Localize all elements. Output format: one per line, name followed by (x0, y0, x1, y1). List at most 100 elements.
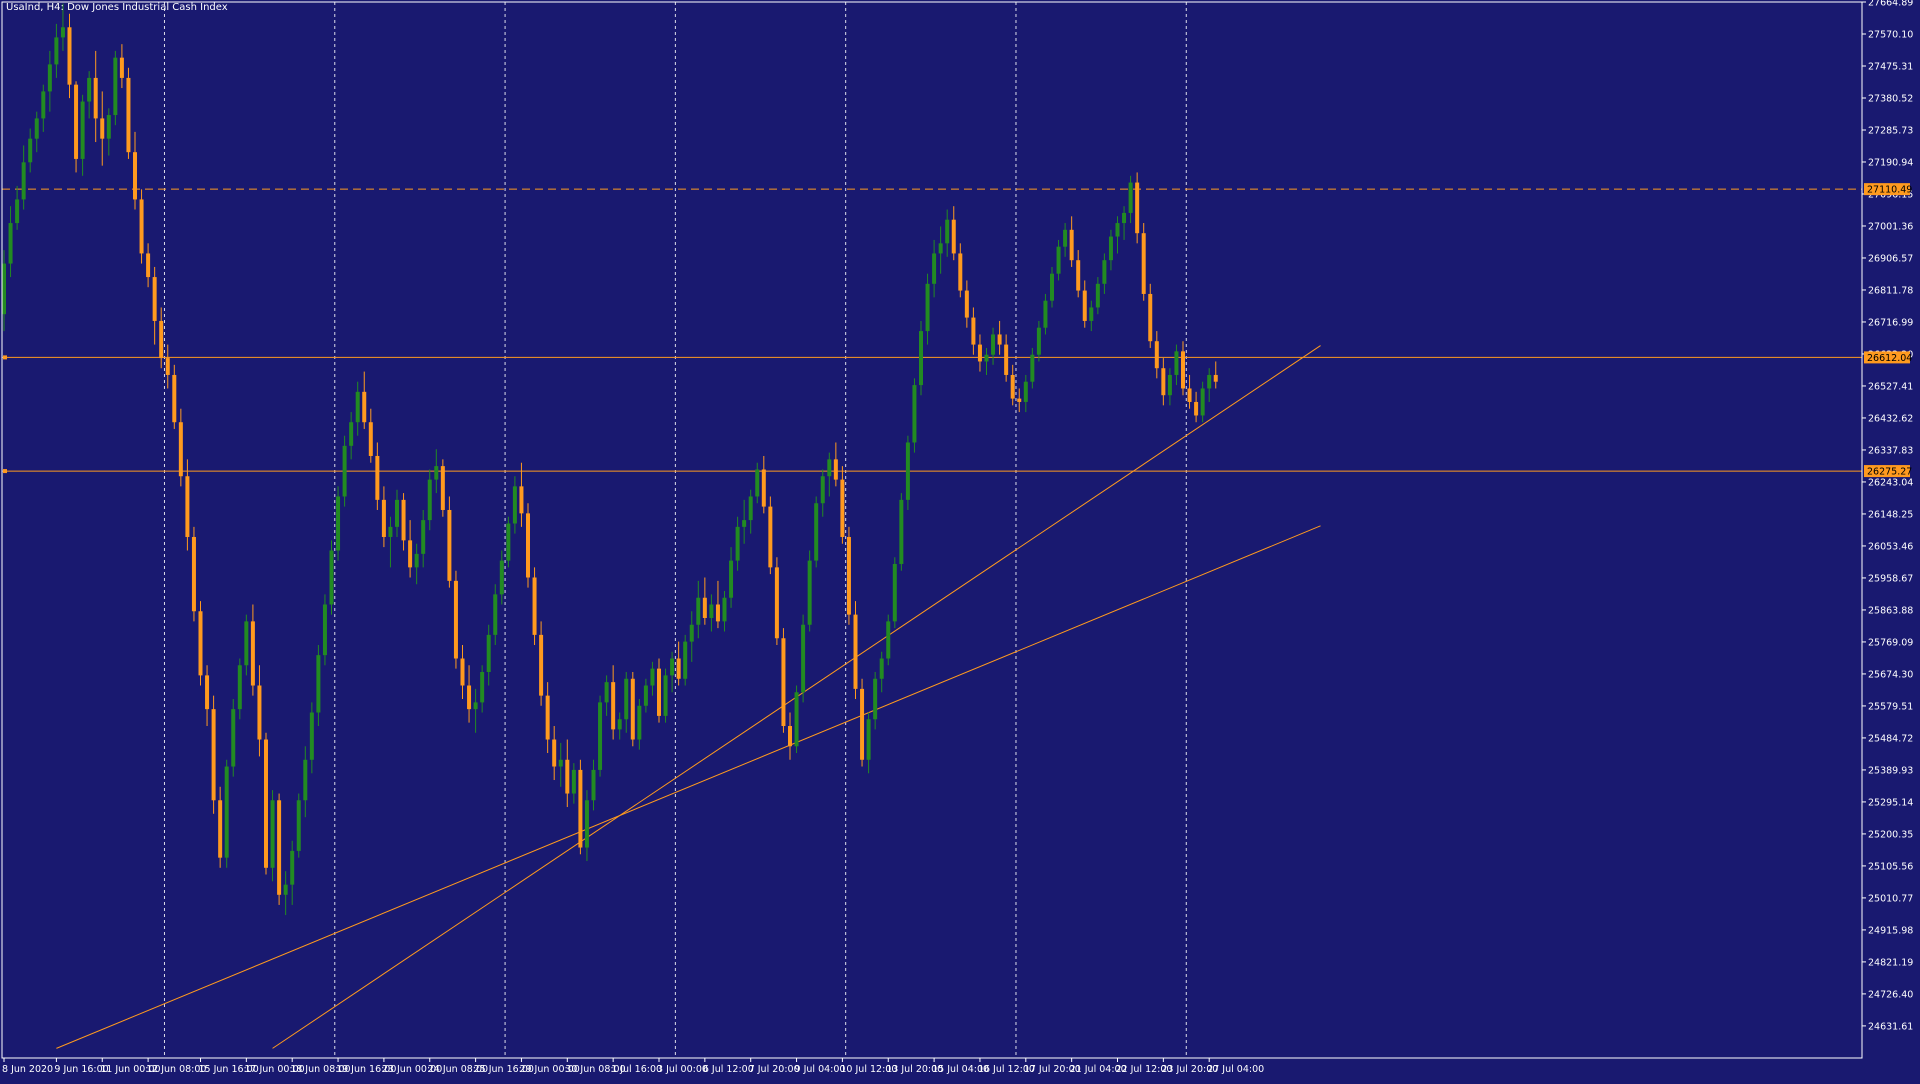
price-label-text: 26275.27 (1867, 467, 1912, 478)
candle-body (460, 658, 465, 686)
candle-body (198, 611, 203, 676)
candle-body (735, 526, 740, 561)
candle-body (545, 695, 550, 740)
candle-body (54, 37, 59, 65)
candle-body (617, 719, 622, 730)
candle-body (742, 520, 747, 527)
candle-body (991, 334, 996, 355)
candle-body (539, 634, 544, 696)
x-tick-label: 1 Jul 16:00 (611, 1064, 662, 1075)
x-tick-label: 6 Jul 12:00 (703, 1064, 754, 1075)
candle-body (892, 563, 897, 622)
candle-body (1089, 307, 1094, 321)
candle-body (395, 499, 399, 527)
candle-body (427, 479, 432, 521)
y-tick-label: 25674.30 (1868, 669, 1913, 680)
grid-layer (163, 2, 1187, 1058)
candle-body (126, 77, 131, 153)
x-tick-label: 29 Jun 00:00 (519, 1064, 579, 1075)
candle-body (794, 692, 799, 747)
candle-body (1128, 182, 1133, 213)
candle-body (1181, 351, 1185, 389)
x-tick-label: 27 Jul 04:00 (1207, 1064, 1264, 1075)
candle-body (781, 638, 786, 727)
candle-body (408, 540, 413, 568)
candle-body (1017, 398, 1022, 402)
candle-body (329, 550, 334, 605)
y-tick-label: 26337.83 (1868, 445, 1913, 456)
candle-body (1161, 368, 1166, 396)
candle-body (997, 334, 1002, 345)
candle-body (1194, 401, 1199, 416)
plot-frame (1, 1, 1863, 1059)
candle-body (650, 668, 655, 686)
y-tick-label: 25105.56 (1868, 861, 1913, 872)
candle-body (303, 759, 308, 801)
y-tick-label: 26906.57 (1868, 253, 1913, 264)
candle-body (1108, 236, 1113, 261)
candle-body (21, 162, 26, 200)
candle-body (1174, 351, 1179, 375)
candle-body (1187, 388, 1192, 402)
candle-body (1004, 344, 1009, 375)
candle-body (480, 672, 485, 703)
candle-body (768, 506, 773, 568)
y-tick-label: 25958.67 (1868, 573, 1913, 584)
y-tick-label: 27001.36 (1868, 221, 1913, 232)
y-tick-label: 25295.14 (1868, 797, 1913, 808)
trendline (56, 525, 1321, 1049)
candle-body (899, 499, 904, 564)
candle-body (506, 523, 511, 561)
candle-body (100, 118, 105, 139)
candle-body (270, 800, 275, 868)
candle-body (984, 354, 989, 362)
candle-body (1030, 354, 1035, 382)
x-tick-label: 10 Jul 12:00 (840, 1064, 897, 1075)
candle-body (938, 243, 943, 254)
candle-body (1050, 273, 1054, 301)
y-tick-label: 27570.10 (1868, 29, 1913, 40)
candle-body (421, 520, 426, 554)
candle-body (886, 621, 891, 659)
y-tick-label: 26716.99 (1868, 317, 1913, 328)
x-tick-label: 23 Jul 20:00 (1161, 1064, 1218, 1075)
y-tick-label: 26527.41 (1868, 381, 1913, 392)
candle-body (683, 641, 688, 679)
candle-body (827, 459, 832, 477)
candle-body (715, 604, 720, 622)
candle-body (1082, 290, 1087, 321)
candle-body (336, 496, 341, 551)
x-tick-label: 19 Jun 16:00 (336, 1064, 396, 1075)
candle-body (152, 277, 157, 321)
candle-body (67, 27, 72, 85)
y-tick-label: 24821.19 (1868, 957, 1913, 968)
candle-body (414, 553, 419, 568)
candle-body (925, 283, 930, 332)
candle-body (670, 658, 675, 676)
y-tick-label: 25863.88 (1868, 605, 1913, 616)
candle-body (316, 655, 321, 713)
price-label-box (1864, 183, 1910, 196)
candle-body (761, 469, 766, 507)
x-tick-label: 15 Jul 04:00 (932, 1064, 989, 1075)
candle-body (853, 614, 858, 689)
chart-title: UsaInd, H4: Dow Jones Industrial Cash In… (6, 2, 228, 13)
level-anchor-marker (3, 469, 7, 474)
candle-body (552, 739, 557, 767)
candle-body (1141, 233, 1146, 294)
candle-body (1148, 293, 1153, 342)
candle-body (139, 199, 144, 254)
y-tick-label: 24631.61 (1868, 1021, 1913, 1032)
candle-body (958, 253, 963, 291)
candle-body (119, 57, 124, 78)
candle-body (630, 678, 635, 740)
candle-body (106, 115, 111, 139)
candle-body (611, 682, 616, 730)
x-tick-label: 12 Jun 08:00 (146, 1064, 206, 1075)
candle-body (486, 634, 491, 673)
price-label-text: 27110.49 (1867, 185, 1912, 196)
candle-body (1036, 327, 1041, 355)
